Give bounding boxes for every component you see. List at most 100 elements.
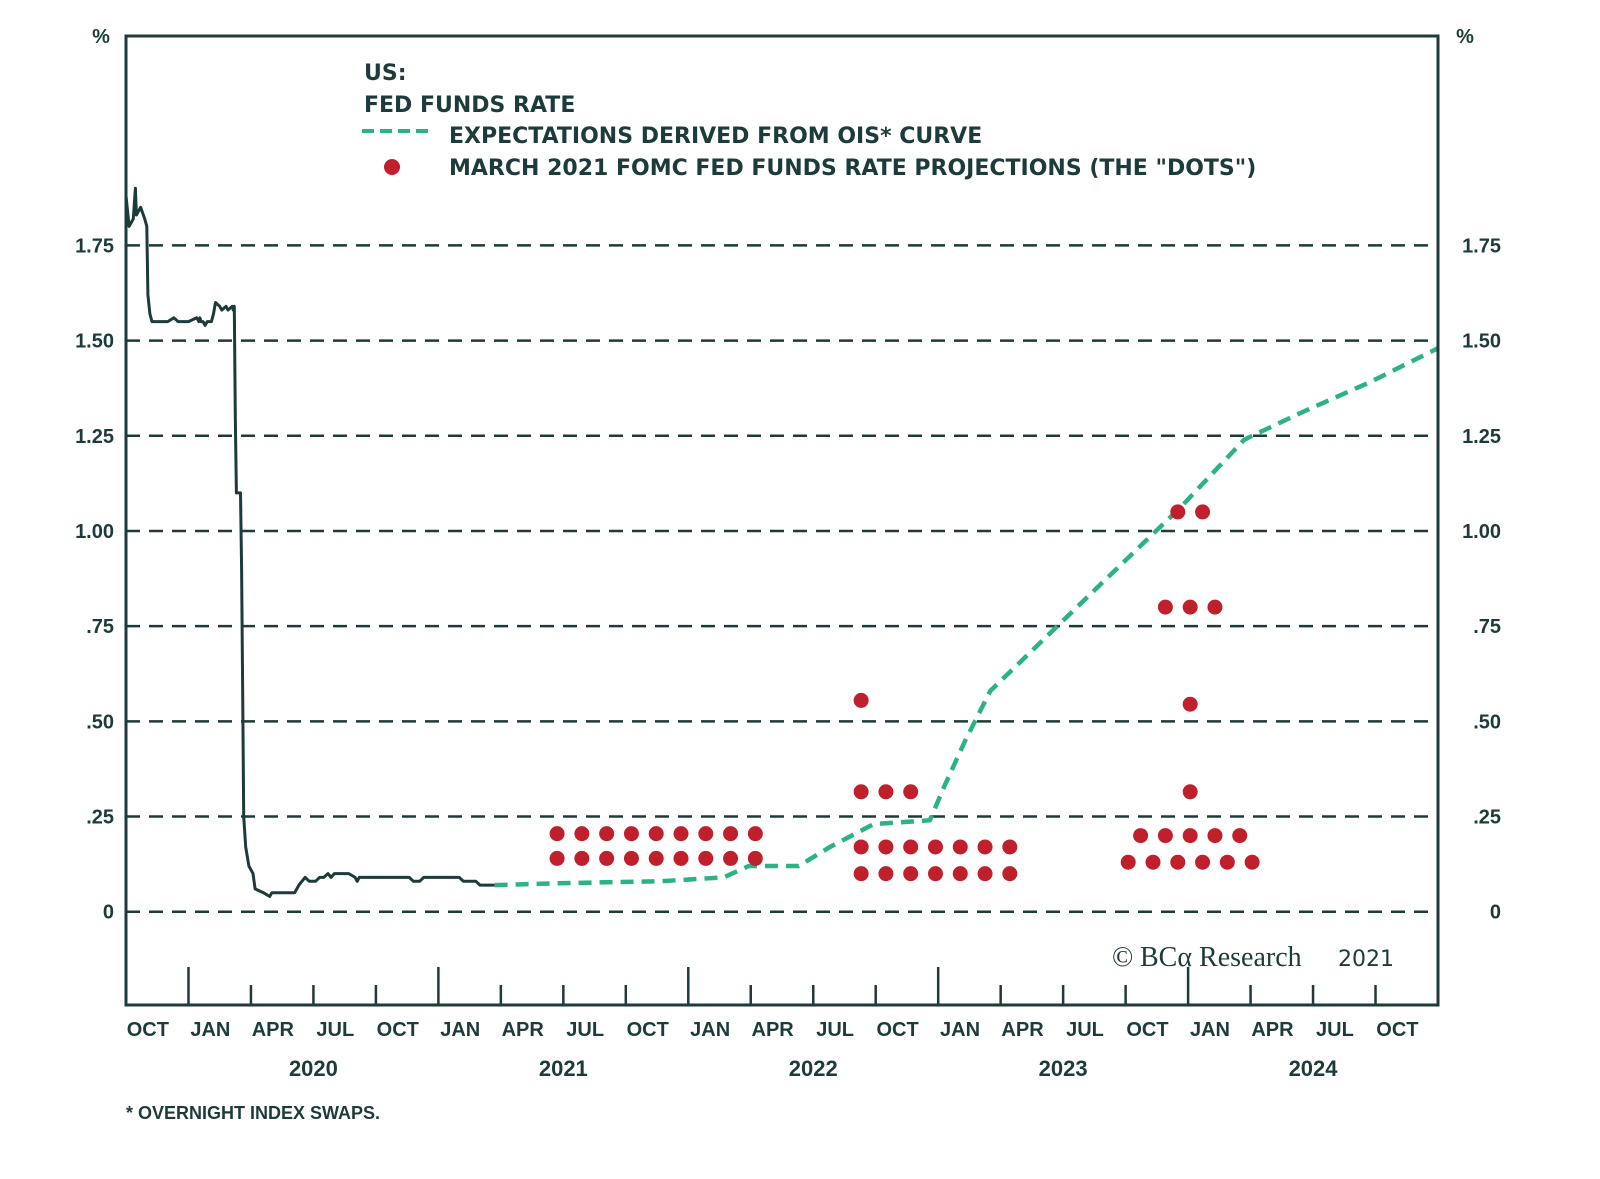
fomc-dot-2022	[878, 866, 894, 882]
axes	[124, 34, 1440, 1007]
fomc-dot-2023	[1157, 599, 1173, 615]
fomc-dot-2021	[574, 850, 590, 866]
series-layer	[124, 186, 1440, 898]
y-tick-label-right: .25	[1473, 807, 1501, 829]
year-label: 2020	[289, 1056, 338, 1081]
fomc-dot-2021	[599, 826, 615, 842]
fomc-dot-2022	[853, 692, 869, 708]
fomc-dot-2023	[1120, 854, 1136, 870]
y-tick-label-left: 1.75	[75, 235, 114, 257]
x-tick-label: JUL	[566, 1019, 604, 1041]
fomc-dot-2021	[648, 850, 664, 866]
copyright: © BCα Research 2021	[1112, 942, 1394, 973]
fomc-dot-2021	[698, 850, 714, 866]
x-tick-label: JUL	[1066, 1019, 1104, 1041]
y-tick-label-left: .50	[86, 711, 114, 733]
fomc-dot-2022	[952, 839, 968, 855]
legend-dots-swatch	[384, 159, 400, 175]
fomc-dot-2022	[853, 784, 869, 800]
x-tick-label: APR	[502, 1019, 545, 1041]
fomc-dot-2023	[1133, 828, 1149, 844]
footnote: * OVERNIGHT INDEX SWAPS.	[126, 1103, 380, 1123]
year-label: 2024	[1289, 1056, 1339, 1081]
fomc-dot-2022	[903, 866, 919, 882]
fomc-dot-2021	[723, 826, 739, 842]
y-tick-label-right: 1.25	[1462, 426, 1501, 448]
fomc-dot-2022	[853, 866, 869, 882]
fomc-dot-2021	[747, 850, 763, 866]
fomc-dot-2021	[673, 826, 689, 842]
fomc-dot-2021	[623, 850, 639, 866]
y-axis-left-unit: %	[92, 26, 110, 48]
fomc-dot-2021	[648, 826, 664, 842]
fomc-dot-2023	[1157, 828, 1173, 844]
fomc-dot-2021	[549, 826, 565, 842]
fomc-dot-2022	[927, 866, 943, 882]
fomc-dot-2021	[698, 826, 714, 842]
y-tick-label-right: 1.50	[1462, 331, 1501, 353]
fomc-dot-2023	[1195, 854, 1211, 870]
y-tick-label-left: .25	[86, 807, 114, 829]
year-label: 2023	[1039, 1056, 1088, 1081]
x-tick-label: JAN	[940, 1019, 980, 1041]
fomc-dot-2022	[878, 839, 894, 855]
fomc-dot-2021	[673, 850, 689, 866]
fomc-dot-2023	[1182, 784, 1198, 800]
x-tick-label: JUL	[816, 1019, 854, 1041]
year-label: 2021	[539, 1056, 588, 1081]
copyright-brand: BCα Research	[1140, 942, 1302, 973]
y-tick-label-left: 0	[103, 902, 114, 924]
fomc-dot-2023	[1219, 854, 1235, 870]
x-tick-label: JAN	[690, 1019, 730, 1041]
y-tick-label-right: 1.75	[1462, 235, 1501, 257]
fomc-dot-2023	[1195, 504, 1211, 520]
x-tick-label: APR	[1251, 1019, 1294, 1041]
x-tick-label: APR	[1001, 1019, 1044, 1041]
fomc-dot-2022	[977, 866, 993, 882]
x-tick-label: OCT	[127, 1019, 169, 1041]
fomc-dot-2023	[1232, 828, 1248, 844]
fomc-dot-2022	[1002, 866, 1018, 882]
legend-ois-label: EXPECTATIONS DERIVED FROM OIS* CURVE	[449, 124, 982, 149]
fomc-dot-2022	[903, 784, 919, 800]
y-tick-label-left: 1.25	[75, 426, 114, 448]
copyright-symbol: ©	[1112, 942, 1133, 973]
x-tick-label: JAN	[440, 1019, 480, 1041]
x-tick-label: JUL	[1316, 1019, 1354, 1041]
x-tick-label: OCT	[1376, 1019, 1418, 1041]
x-tick-label: JAN	[190, 1019, 230, 1041]
fomc-dot-2022	[853, 839, 869, 855]
legend-dots-label: MARCH 2021 FOMC FED FUNDS RATE PROJECTIO…	[449, 156, 1256, 181]
y-tick-label-right: .75	[1473, 616, 1501, 638]
fomc-dot-2023	[1145, 854, 1161, 870]
fomc-dots-layer	[549, 504, 1260, 882]
x-tick-label: OCT	[627, 1019, 669, 1041]
copyright-year: 2021	[1338, 947, 1394, 972]
axis-labels: 0 0 .25 .25 .50 .50 .75 .75 1.00 1.00 1.25 1.25 1.50…	[75, 235, 1501, 1081]
fomc-dot-2021	[574, 826, 590, 842]
grid-lines	[126, 244, 1438, 913]
fed-funds-rate-line	[124, 186, 495, 898]
fomc-dot-2023	[1182, 696, 1198, 712]
chart-title: US:	[364, 61, 407, 86]
x-tick-label: APR	[752, 1019, 795, 1041]
legend: US: FED FUNDS RATE EXPECTATIONS DERIVED …	[362, 61, 1256, 181]
x-tick-label: JUL	[316, 1019, 354, 1041]
chart-subtitle: FED FUNDS RATE	[364, 93, 575, 118]
x-tick-label: APR	[252, 1019, 295, 1041]
fomc-dot-2023	[1207, 828, 1223, 844]
x-tick-label: OCT	[876, 1019, 918, 1041]
y-tick-label-left: 1.50	[75, 331, 114, 353]
fomc-dot-2022	[903, 839, 919, 855]
fomc-dot-2022	[952, 866, 968, 882]
fomc-dot-2023	[1182, 599, 1198, 615]
x-tick-label: OCT	[377, 1019, 419, 1041]
fomc-dot-2022	[927, 839, 943, 855]
fomc-dot-2021	[549, 850, 565, 866]
y-axis-right-unit: %	[1456, 26, 1474, 48]
fomc-dot-2023	[1244, 854, 1260, 870]
x-tick-label: JAN	[1190, 1019, 1230, 1041]
year-label: 2022	[789, 1056, 838, 1081]
y-tick-label-left: 1.00	[75, 521, 114, 543]
fomc-dot-2022	[1002, 839, 1018, 855]
